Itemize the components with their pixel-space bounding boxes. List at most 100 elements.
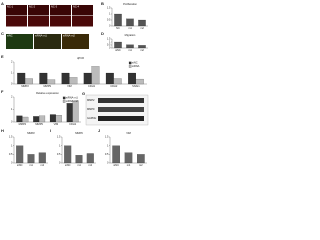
bar	[113, 78, 122, 85]
bar	[114, 41, 122, 49]
x-tick-label: m2	[140, 48, 144, 52]
bar	[126, 18, 134, 27]
y-tick-label: 0	[11, 120, 13, 124]
y-tick-label: 0	[107, 161, 109, 165]
blots: MMP2 MMP9 GAPDH	[85, 94, 149, 126]
bar	[25, 78, 33, 85]
bar	[64, 145, 72, 164]
chart-title: qPCR	[77, 56, 84, 60]
micrograph	[72, 16, 93, 27]
blot-band	[98, 98, 144, 103]
blot-label: GAPDH	[87, 116, 96, 120]
bar	[33, 116, 40, 123]
x-tick-label: m1	[29, 163, 33, 167]
micrograph	[6, 16, 27, 27]
panel-letter: D	[101, 31, 104, 36]
bar	[17, 72, 26, 85]
chart-title: MMP2	[27, 131, 35, 135]
bar	[75, 155, 83, 164]
blot-band	[98, 107, 144, 112]
image-label: NC-3	[51, 5, 58, 9]
x-tick-label: m2	[140, 26, 144, 30]
x-tick-label: siNC	[115, 48, 121, 52]
panel-letter: I	[50, 128, 51, 133]
chart-title: Proliferation	[123, 2, 137, 6]
y-tick-label: 0	[109, 46, 111, 50]
x-tick-label: MMP9	[35, 122, 43, 126]
bar	[27, 154, 35, 164]
y-tick-label: 0.5	[105, 152, 109, 156]
bar	[55, 115, 62, 123]
x-tick-label: m2	[41, 163, 45, 167]
y-tick-label: 1	[11, 143, 13, 147]
bar	[22, 116, 29, 123]
x-tick-label: m1	[127, 163, 131, 167]
micrograph	[6, 5, 27, 16]
x-tick-label: m1	[77, 163, 81, 167]
bar	[38, 152, 46, 164]
bar	[61, 72, 70, 85]
y-tick-label: 0.5	[57, 152, 61, 156]
panel-letter: A	[1, 1, 4, 6]
y-tick-label: 1.5	[9, 135, 13, 139]
legend-label: siRNA	[132, 64, 140, 68]
bar	[72, 100, 79, 123]
x-tick-label: VIM	[54, 122, 59, 126]
legend-label: siRNA-m1	[66, 96, 78, 100]
x-tick-label: CDH1	[69, 122, 77, 126]
y-tick-label: 1.5	[105, 135, 109, 139]
y-tick-label: 1.5	[107, 6, 111, 10]
x-tick-label: MMP2	[19, 122, 27, 126]
x-tick-label: MMP9	[44, 84, 52, 88]
y-tick-label: 1	[59, 143, 61, 147]
x-tick-label: siNC	[65, 163, 71, 167]
y-tick-label: 1.5	[107, 37, 111, 41]
y-tick-label: 0	[11, 82, 13, 86]
bar	[138, 19, 146, 27]
bar	[124, 152, 133, 164]
y-tick-label: 2	[11, 60, 13, 64]
bar	[83, 72, 92, 85]
image-label: siNC	[7, 34, 13, 38]
blot-band	[98, 116, 144, 121]
bar	[91, 66, 100, 85]
image-label: siRNA-m1	[35, 34, 47, 38]
panel-letter: H	[1, 128, 4, 133]
bar	[16, 115, 23, 123]
bar	[39, 115, 46, 123]
y-tick-label: 1	[109, 40, 111, 44]
bar	[138, 45, 146, 49]
x-tick-label: siNC	[113, 163, 119, 167]
y-tick-label: 0.5	[107, 43, 111, 47]
y-tick-label: 1	[11, 71, 13, 75]
panel-letter: J	[98, 128, 100, 133]
y-tick-label: 1	[107, 143, 109, 147]
legend-label: siRNA-m2	[66, 99, 78, 103]
chart-title: Relative expression	[36, 91, 59, 95]
bar	[126, 44, 134, 49]
panel-letter: E	[1, 54, 4, 59]
panel-letter: G	[82, 91, 85, 96]
legend-label: siNC	[132, 61, 138, 65]
bar	[114, 13, 122, 27]
bar	[49, 114, 56, 123]
panel-letter: B	[101, 1, 104, 6]
bar	[128, 72, 136, 85]
bar	[16, 145, 24, 164]
bar	[105, 72, 114, 85]
y-tick-label: 0.5	[9, 152, 13, 156]
legend-swatch	[62, 100, 66, 103]
blot-label: MMP2	[87, 98, 95, 102]
x-tick-label: VIM	[67, 84, 72, 88]
micrograph	[50, 16, 71, 27]
blot-label: MMP9	[87, 107, 95, 111]
bar	[69, 77, 78, 85]
y-tick-label: 2	[11, 95, 13, 99]
x-tick-label: siNC	[17, 163, 23, 167]
legend-swatch	[128, 61, 132, 65]
bar	[39, 72, 48, 85]
bar	[66, 103, 73, 123]
x-tick-label: m2	[139, 163, 143, 167]
bar	[112, 145, 120, 164]
